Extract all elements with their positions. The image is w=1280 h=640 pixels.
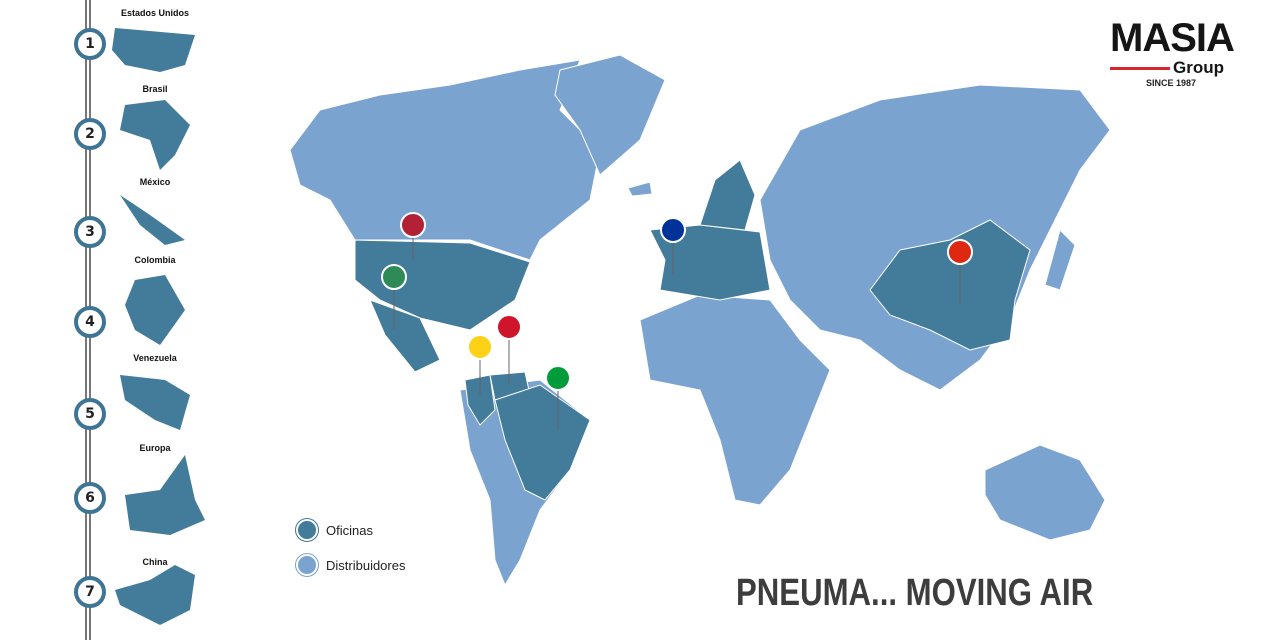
colombia (464, 374, 496, 426)
mexico (369, 299, 441, 373)
step-1-badge: 1 (74, 28, 106, 60)
greenland (554, 54, 666, 176)
china-flag-icon (947, 239, 973, 265)
masia-logo: MASIA Group SINCE 1987 (1110, 18, 1245, 88)
timeline-country-shapes (112, 28, 205, 625)
brazil-flag-icon (545, 365, 571, 391)
legend-label: Oficinas (326, 522, 373, 538)
step-2-badge: 2 (74, 118, 106, 150)
country-label: Estados Unidos (120, 8, 189, 18)
country-label: Brasil (142, 84, 168, 94)
flag-pins (381, 212, 973, 430)
north-america (289, 59, 601, 261)
japan (1044, 229, 1076, 291)
mexico-flag-icon (381, 264, 407, 290)
usa-flag-icon (400, 212, 426, 238)
scandinavia (699, 159, 756, 231)
legend-label: Distribuidores (326, 557, 406, 573)
country-label: México (139, 177, 171, 187)
step-7-badge: 7 (74, 576, 106, 608)
australia (984, 444, 1106, 541)
country-label: Europa (139, 443, 171, 453)
asia (759, 84, 1111, 391)
eu-flag-icon (660, 217, 686, 243)
step-6-badge: 6 (74, 482, 106, 514)
brazil (494, 384, 591, 501)
legend-oficinas: Oficinas (296, 519, 373, 541)
logo-since: SINCE 1987 (1146, 78, 1197, 88)
china (869, 219, 1031, 351)
logo-name: MASIA (1110, 16, 1235, 60)
country-label: Venezuela (133, 353, 177, 363)
distribuidores-swatch-icon (296, 554, 318, 576)
oficinas-swatch-icon (296, 519, 318, 541)
country-label: China (142, 557, 168, 567)
venezuela-flag-icon (496, 314, 522, 340)
iceland (627, 181, 653, 197)
usa (354, 239, 531, 331)
step-3-badge: 3 (74, 216, 106, 248)
logo-group: Group (1173, 58, 1224, 77)
step-4-badge: 4 (74, 306, 106, 338)
colombia-flag-icon (467, 334, 493, 360)
slogan: PNEUMA... MOVING AIR (736, 572, 1094, 614)
africa (639, 294, 831, 506)
country-label: Colombia (134, 255, 176, 265)
legend-distribuidores: Distribuidores (296, 554, 405, 576)
step-5-badge: 5 (74, 398, 106, 430)
